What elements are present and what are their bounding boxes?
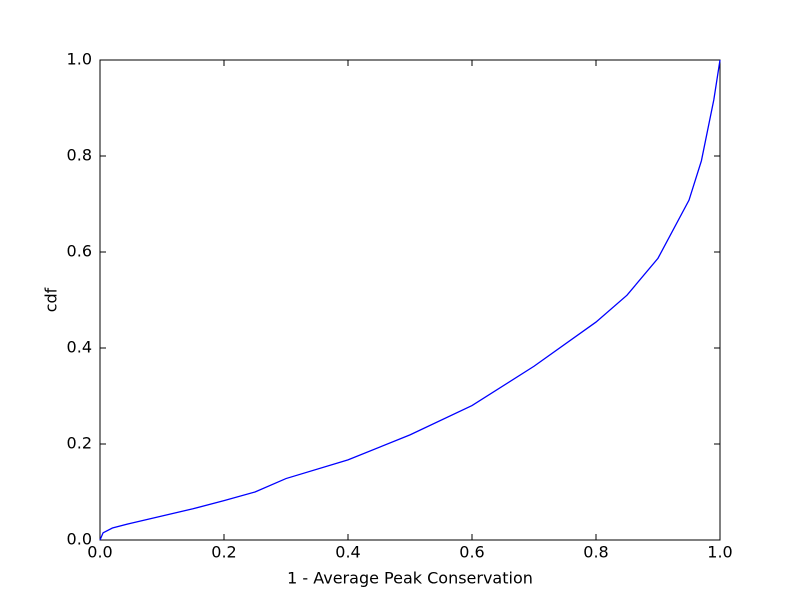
x-tick-label: 0.8	[583, 543, 608, 562]
x-axis-label: 1 - Average Peak Conservation	[287, 569, 533, 588]
y-axis-label: cdf	[42, 287, 61, 312]
y-tick-label: 0.6	[67, 242, 92, 261]
x-tick-label: 0.6	[459, 543, 484, 562]
x-tick-label: 0.0	[87, 543, 112, 562]
y-tick-label: 1.0	[67, 50, 92, 69]
x-tick-label: 1.0	[707, 543, 732, 562]
x-tick-label: 0.4	[335, 543, 360, 562]
plot-frame	[99, 59, 721, 541]
y-tick-label: 0.4	[67, 338, 92, 357]
y-tick-label: 0.8	[67, 146, 92, 165]
y-tick-label: 0.2	[67, 434, 92, 453]
x-tick-label: 0.2	[211, 543, 236, 562]
data-line	[99, 59, 721, 541]
y-tick-label: 0.0	[67, 530, 92, 549]
